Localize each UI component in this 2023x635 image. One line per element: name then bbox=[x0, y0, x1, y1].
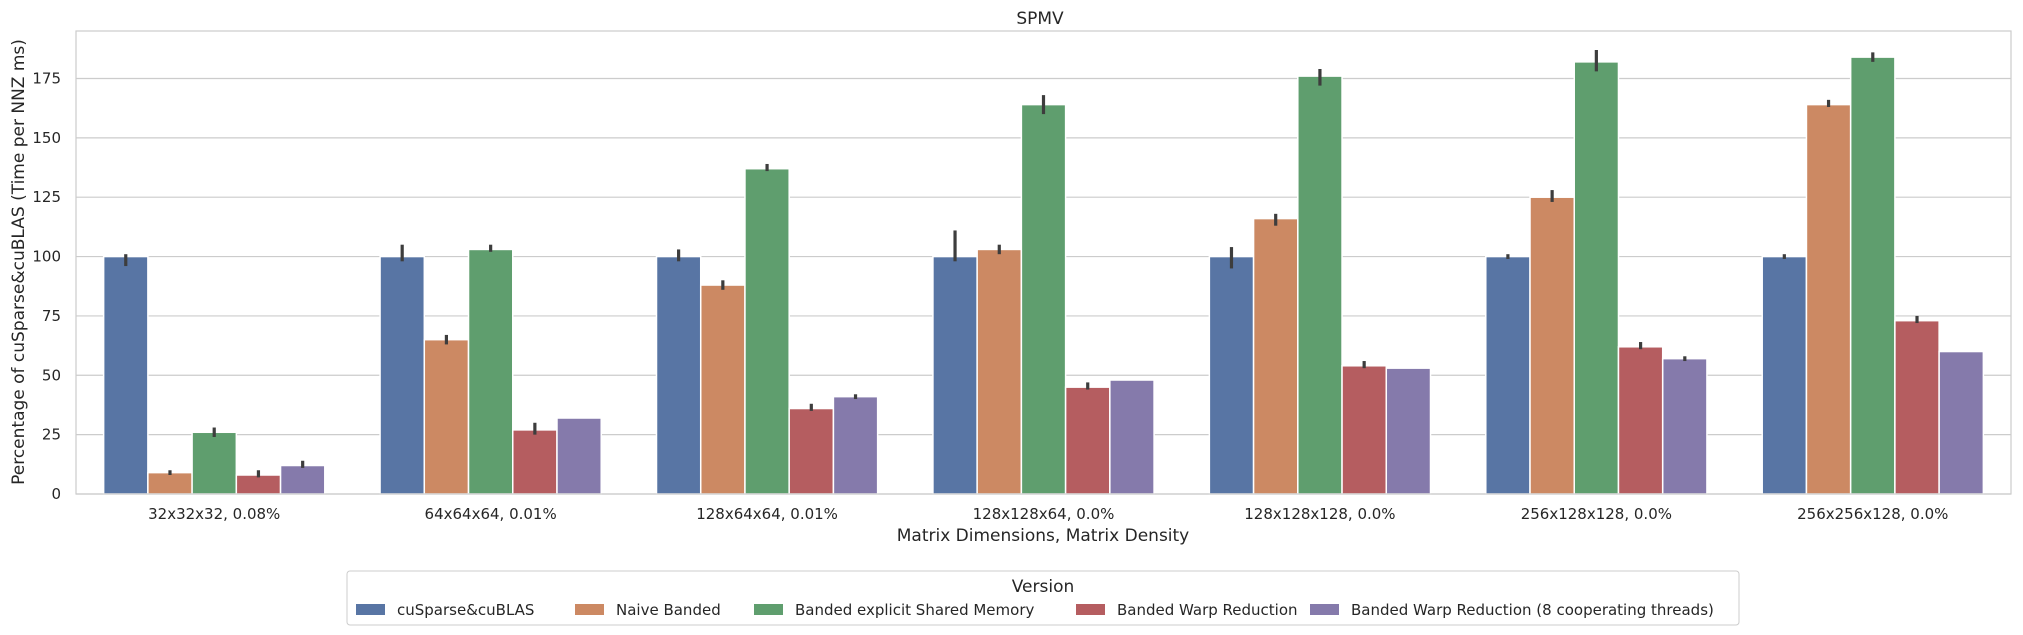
bar-2-0 bbox=[191, 431, 238, 495]
legend-title: Version bbox=[1012, 577, 1075, 597]
y-axis-label: Percentage of cuSparse&cuBLAS (Time per … bbox=[9, 39, 29, 485]
bar-0-1 bbox=[379, 255, 426, 495]
bar-0-0 bbox=[102, 255, 149, 495]
legend-label-0: cuSparse&cuBLAS bbox=[397, 601, 534, 619]
bar-4-6 bbox=[1938, 350, 1985, 495]
bar-0-2 bbox=[655, 255, 702, 495]
bar-0-6 bbox=[1761, 255, 1808, 495]
bar-2-2 bbox=[744, 167, 790, 495]
y-tick-label: 125 bbox=[32, 188, 61, 206]
chart-title: SPMV bbox=[1016, 9, 1064, 29]
error-bars-group bbox=[124, 49, 1919, 478]
x-axis-label: Matrix Dimensions, Matrix Density bbox=[897, 526, 1190, 546]
y-tick-labels: 0 25 50 75 100 125 150 175 bbox=[32, 69, 61, 503]
x-tick-label: 128x64x64, 0.01% bbox=[696, 505, 838, 523]
x-tick-label: 256x256x128, 0.0% bbox=[1797, 505, 1948, 523]
y-tick-label: 0 bbox=[51, 485, 61, 503]
bar-1-2 bbox=[699, 284, 746, 495]
x-tick-label: 128x128x128, 0.0% bbox=[1244, 505, 1395, 523]
bar-1-5 bbox=[1529, 196, 1575, 495]
plot-frame bbox=[75, 30, 2012, 495]
bar-3-4 bbox=[1341, 365, 1388, 495]
legend-items: cuSparse&cuBLAS Naive Banded Banded explic… bbox=[356, 601, 1714, 619]
bars-group bbox=[102, 56, 1985, 495]
legend-label-2: Banded explicit Shared Memory bbox=[795, 601, 1034, 619]
y-tick-label: 150 bbox=[32, 129, 61, 147]
bar-2-4 bbox=[1297, 75, 1343, 495]
legend-label-3: Banded Warp Reduction bbox=[1117, 601, 1298, 619]
bar-4-2 bbox=[832, 395, 879, 495]
bar-4-4 bbox=[1385, 367, 1432, 495]
x-tick-label: 64x64x64, 0.01% bbox=[425, 505, 557, 523]
bar-4-0 bbox=[279, 464, 326, 495]
y-tick-label: 50 bbox=[42, 366, 61, 384]
x-tick-label: 32x32x32, 0.08% bbox=[148, 505, 280, 523]
legend-swatch-3 bbox=[1076, 604, 1105, 615]
bar-1-1 bbox=[423, 338, 470, 495]
y-tick-label: 25 bbox=[42, 426, 61, 444]
legend-swatch-4 bbox=[1310, 604, 1339, 615]
bar-0-3 bbox=[932, 255, 978, 495]
legend-swatch-1 bbox=[575, 604, 604, 615]
bar-1-0 bbox=[147, 471, 193, 495]
legend-frame bbox=[346, 570, 1740, 626]
legend-label-1: Naive Banded bbox=[616, 601, 721, 619]
bar-0-4 bbox=[1208, 255, 1255, 495]
bar-3-2 bbox=[788, 407, 835, 495]
legend-label-4: Banded Warp Reduction (8 cooperating thr… bbox=[1351, 601, 1714, 619]
y-tick-label: 175 bbox=[32, 69, 61, 87]
bar-1-4 bbox=[1252, 217, 1299, 495]
legend-swatch-0 bbox=[356, 604, 385, 615]
bar-3-1 bbox=[512, 429, 558, 495]
legend-swatch-2 bbox=[754, 604, 783, 615]
x-tick-label: 128x128x64, 0.0% bbox=[973, 505, 1115, 523]
bar-3-3 bbox=[1064, 386, 1111, 495]
bar-3-5 bbox=[1617, 346, 1664, 495]
y-tick-label: 75 bbox=[42, 307, 61, 325]
bar-4-1 bbox=[556, 417, 602, 495]
bar-2-1 bbox=[467, 248, 514, 495]
bar-0-5 bbox=[1485, 255, 1531, 495]
x-tick-labels: 32x32x32, 0.08% 64x64x64, 0.01% 128x64x64,… bbox=[148, 505, 1948, 523]
x-tick-label: 256x128x128, 0.0% bbox=[1521, 505, 1672, 523]
bar-1-6 bbox=[1805, 103, 1852, 495]
bar-3-0 bbox=[235, 474, 282, 495]
bar-2-6 bbox=[1849, 56, 1896, 495]
bar-4-5 bbox=[1661, 357, 1708, 495]
legend: Version cuSparse&cuBLAS Naive Banded Bande… bbox=[346, 570, 1740, 626]
bar-2-3 bbox=[1020, 103, 1067, 495]
bar-4-3 bbox=[1109, 379, 1155, 495]
bar-1-3 bbox=[976, 248, 1023, 495]
bar-2-5 bbox=[1573, 61, 1620, 495]
y-tick-label: 100 bbox=[32, 248, 61, 266]
bar-3-6 bbox=[1894, 319, 1940, 495]
